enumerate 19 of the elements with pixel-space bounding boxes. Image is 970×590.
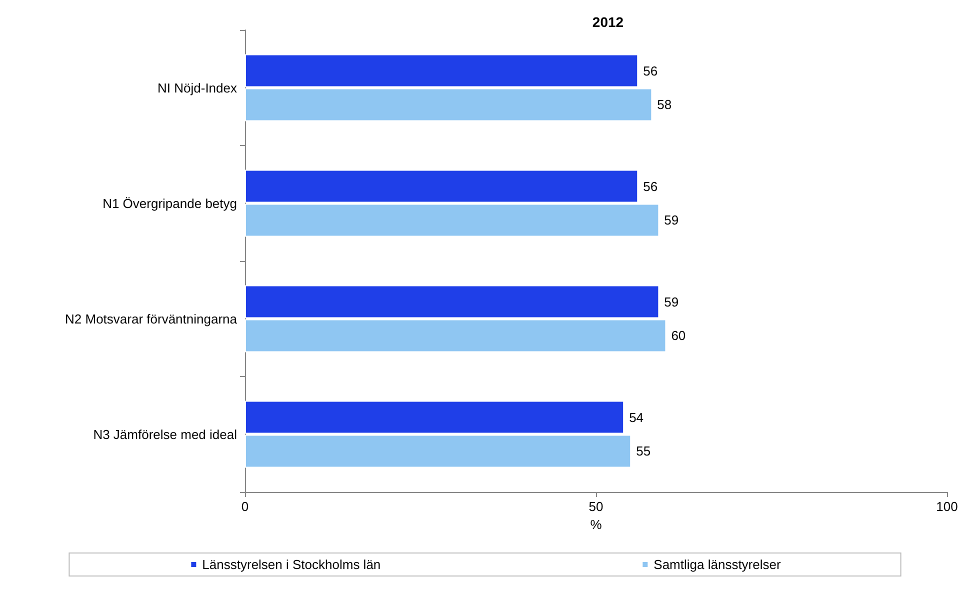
data-label: 56 [643, 178, 658, 194]
legend-label: Samtliga länsstyrelser [654, 557, 782, 572]
x-tick-label: 100 [936, 499, 958, 514]
data-label: 56 [643, 63, 658, 78]
data-label: 58 [657, 97, 672, 112]
x-tick-label: 0 [241, 499, 249, 514]
chart-title: 2012 [592, 14, 624, 30]
data-label: 59 [664, 212, 679, 228]
y-tick-label: NI Nöjd-Index [158, 80, 238, 96]
y-tick-label: N1 Övergripande betyg [102, 196, 237, 211]
data-label: 60 [671, 328, 686, 344]
data-label: 55 [636, 444, 651, 459]
data-label: 59 [664, 294, 679, 310]
data-label: 54 [629, 410, 644, 425]
x-tick-label: 50 [588, 499, 604, 514]
x-axis-title: % [590, 516, 602, 532]
legend-label: Länsstyrelsen i Stockholms län [202, 557, 381, 572]
y-tick-label: N3 Jämförelse med ideal [93, 426, 238, 442]
y-tick-label: N2 Motsvarar förväntningarna [65, 311, 238, 326]
